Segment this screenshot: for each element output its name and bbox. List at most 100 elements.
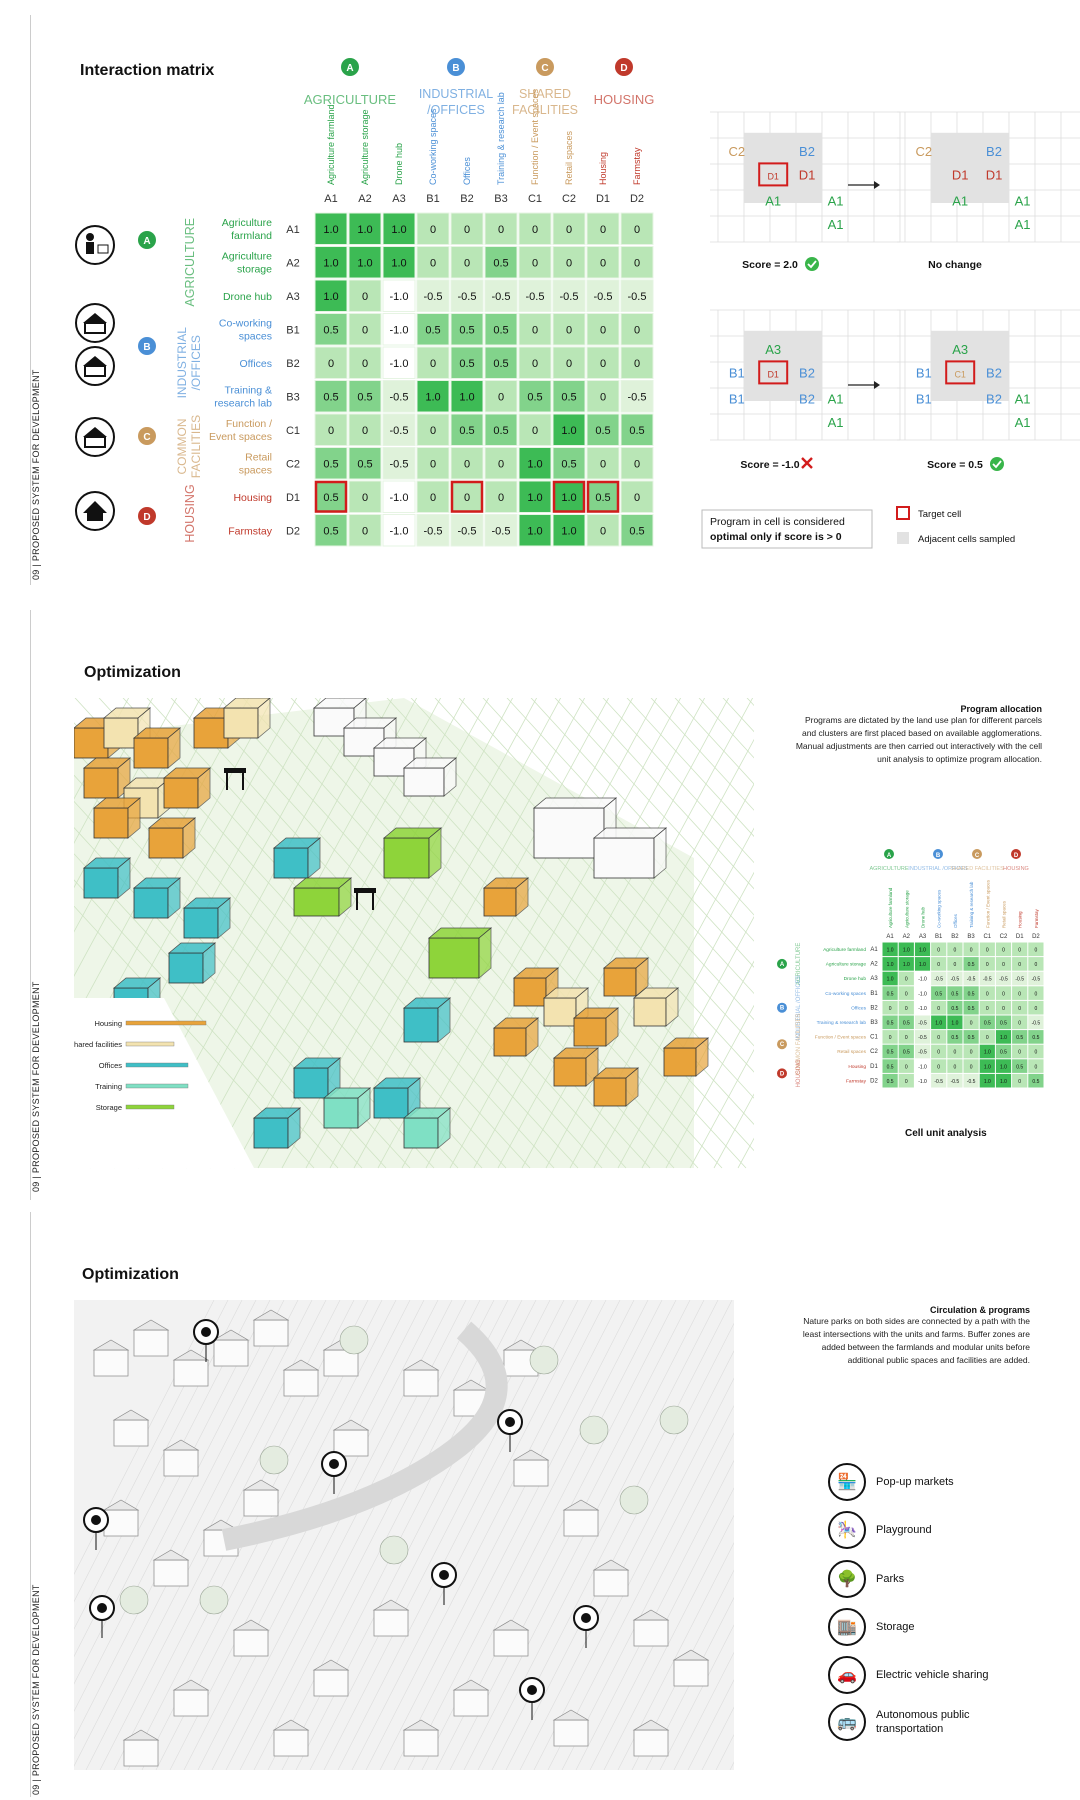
field-line [267,1300,509,1770]
matrix-cell-value: 0.5 [459,358,474,370]
roof-sketch [232,1619,270,1631]
mini-cell-value: 1.0 [919,948,926,954]
matrix-cell-value: 0 [464,224,470,236]
mini-cell [963,1015,979,1030]
field-line [323,1300,565,1770]
note-line-2: optimal only if score is > 0 [710,531,842,543]
office-unit [133,887,169,919]
mini-cell [931,1000,947,1015]
matrix-cell [620,279,654,312]
matrix-cell-value: 0 [600,526,606,538]
grid-hatch [458,698,754,1021]
row-code: B3 [286,392,299,404]
office-unit [168,952,204,984]
matrix-cell [586,212,620,245]
legend-target-label: Target cell [918,509,961,520]
matrix-cell-value: -1.0 [390,291,409,303]
mini-cell [882,957,898,971]
matrix-cell-value: 0.5 [357,459,372,471]
legend-adjacent-swatch [897,532,909,544]
check-mark [807,260,817,269]
mini-cell [995,1059,1012,1073]
park-icon: 🌳 [828,1560,866,1598]
mini-row-badge [777,1068,787,1079]
matrix-cell [620,480,654,513]
mini-cell [979,971,995,986]
field-line [519,1350,734,1770]
row-label: Offices [240,358,272,370]
housing-unit-side [197,767,211,809]
matrix-cell [518,447,552,480]
mini-cell-value: 0.5 [1016,1064,1023,1070]
field-line [645,1597,734,1770]
training-unit-side [287,1107,301,1149]
matrix-cell [552,313,586,346]
matrix-cell [552,380,586,413]
group-name: /OFFICES [427,103,485,117]
house-sketch [453,1689,489,1717]
mini-cell-value: 1.0 [919,962,926,968]
house-sketch [553,1719,589,1747]
storage-unit-side [338,877,352,917]
matrix-cell [382,246,416,279]
matrix-cell-value: 1.0 [323,224,338,236]
row-label: spaces [239,331,272,343]
score-label: No change [928,259,982,271]
matrix-cell-value: 1.0 [459,392,474,404]
tree-sketch [619,1485,649,1515]
field-line [687,1679,734,1770]
mini-cell [882,986,898,1000]
field-line [575,1459,734,1770]
roof-sketch [552,1709,590,1721]
mini-cell-value: 0.5 [1032,1035,1039,1041]
matrix-cell-value: 0 [498,392,504,404]
office-unit [83,867,119,899]
grid-hatch [449,698,706,1169]
house-sketch [103,1509,139,1537]
grid-cell-label: C1 [954,369,966,379]
row-group-name: COMMON [175,419,189,475]
matrix-cell-value: 0.5 [561,459,576,471]
mini-cell-value: -0.5 [951,1079,960,1085]
legend-item: 🏬 Storage [828,1608,996,1646]
row-code: A2 [286,258,299,270]
mini-cell-value: 1.0 [984,1079,991,1085]
mini-cell-value: 0 [986,991,989,997]
house-sketch [273,1729,309,1757]
roof-sketch [92,1339,130,1351]
mini-row-name: Farmstay [846,1078,867,1084]
grid-cell-label: D1 [767,171,779,181]
matrix-cell-value: 0 [532,358,538,370]
roof-sketch [122,1729,160,1741]
matrix-cell-value: 0.5 [323,492,338,504]
grid-cell-label: A1 [1015,391,1031,406]
housing-unit [663,1047,697,1077]
mini-cell-value: 1.0 [903,962,910,968]
grid-cell-label: B2 [986,365,1002,380]
check-mark [992,460,1002,469]
mini-cell-value: 0 [1018,1050,1021,1056]
matrix-cell-value: -1.0 [390,492,409,504]
training-unit-side [357,1087,371,1129]
matrix-cell-value: -1.0 [390,325,409,337]
mini-cell-value: -0.5 [1015,977,1024,983]
mini-row-name: Function / Event spaces [815,1035,867,1041]
mini-row-name: Agriculture farmland [823,947,866,953]
grid-cell-label: A1 [1015,415,1031,430]
housing-unit [133,737,169,769]
mini-cell [914,1015,931,1030]
matrix-cell [620,246,654,279]
mini-cell [882,1059,898,1073]
mini-cell-value: 0 [954,962,957,968]
ev-icon-glyph [581,1613,591,1623]
roof-shape [83,427,107,437]
mini-group-letter: C [975,853,980,859]
mini-cell [914,1059,931,1073]
grid-hatch [506,698,754,968]
mini-column-name: Agriculture farmland [888,887,893,928]
grid-cell-label: A1 [952,193,968,208]
legend-bar [125,1062,189,1068]
adjacent-cells [744,330,822,401]
sidebar-rule-2 [30,610,53,1200]
mini-cell-value: 0 [1018,1021,1021,1027]
